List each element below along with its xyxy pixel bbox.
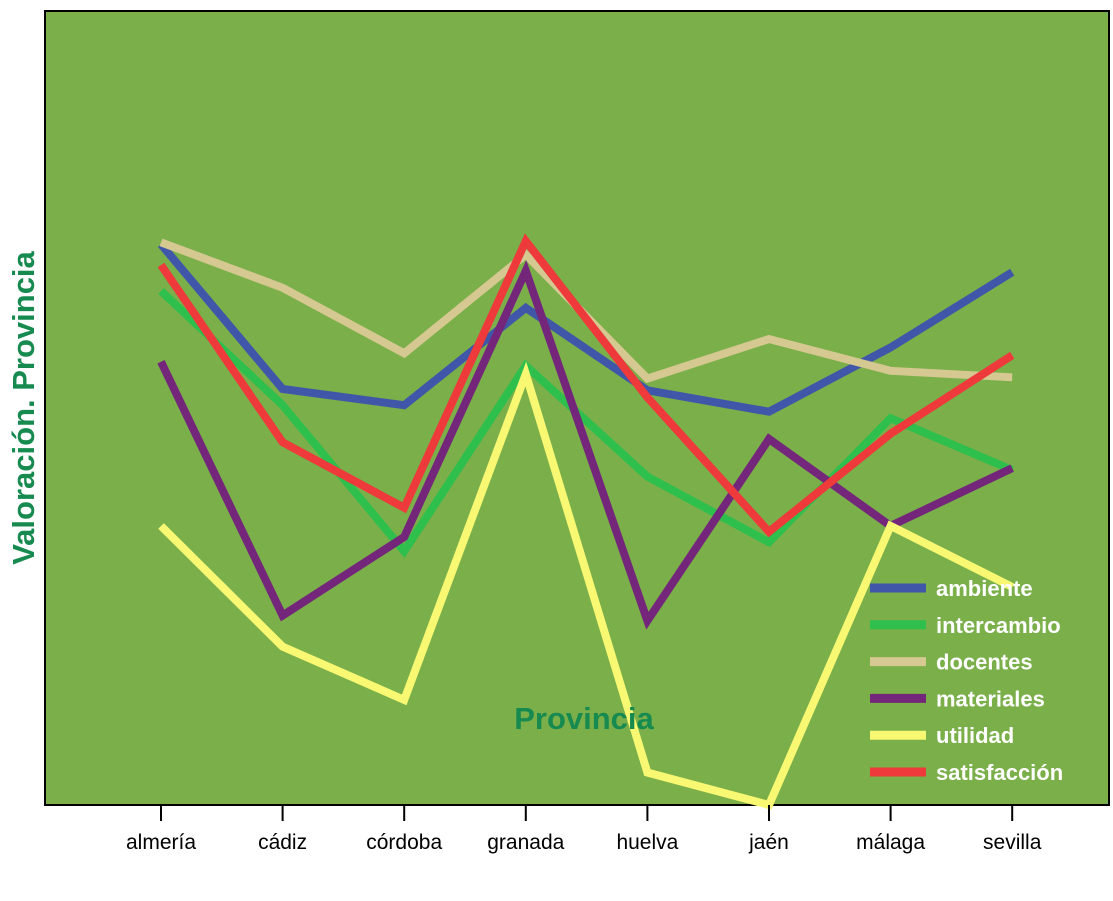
series-line-satisfaccion — [157, 233, 1015, 538]
x-tick-label-almeria: almería — [126, 831, 196, 854]
series-layer — [157, 233, 1015, 810]
legend-label-materiales: materiales — [936, 686, 1045, 711]
x-tick-label-jaen: jaén — [748, 831, 789, 854]
legend: ambiente intercambio docentes materiales uti… — [870, 576, 1063, 785]
x-tick-label-cadiz: cádiz — [258, 831, 307, 854]
legend-label-intercambio: intercambio — [936, 613, 1061, 638]
series-line-intercambio — [158, 288, 1014, 558]
x-axis-title: Provincia — [514, 701, 654, 736]
series-line-materiales — [157, 260, 1014, 630]
legend-label-ambiente: ambiente — [936, 576, 1033, 601]
x-tick-label-sevilla: sevilla — [983, 831, 1042, 854]
series-line-utilidad — [158, 361, 1014, 810]
x-tick-label-huelva: huelva — [616, 831, 678, 854]
legend-label-utilidad: utilidad — [936, 723, 1014, 748]
x-tick-label-malaga: málaga — [856, 831, 925, 854]
legend-label-docentes: docentes — [936, 650, 1033, 675]
x-tick-label-granada: granada — [487, 831, 564, 854]
y-axis-title: Valoración. Provincia — [6, 250, 41, 564]
legend-label-satisfaccion: satisfacción — [936, 760, 1063, 785]
series-line-ambiente — [157, 241, 1015, 416]
x-axis-ticks: almería cádiz córdoba granada huelva jaén mála… — [126, 805, 1042, 854]
x-tick-label-cordoba: córdoba — [366, 831, 442, 854]
